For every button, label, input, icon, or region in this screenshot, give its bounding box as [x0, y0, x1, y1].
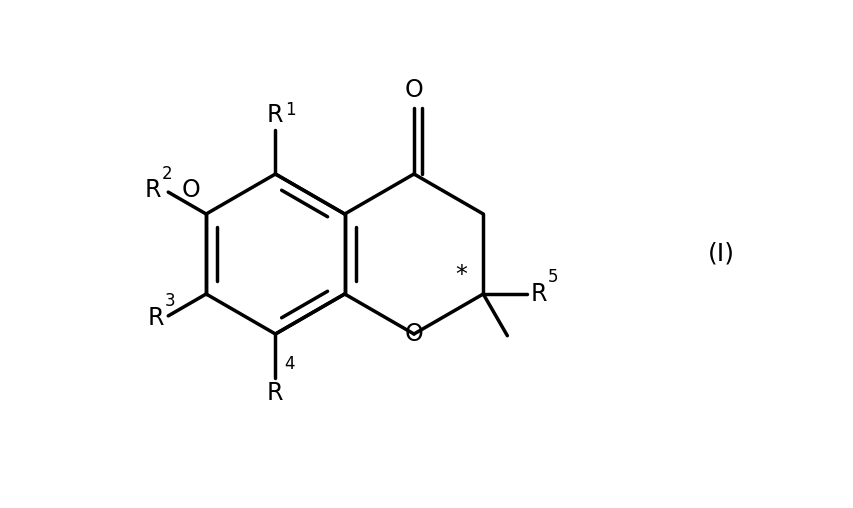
Text: R: R: [267, 381, 283, 405]
Text: (I): (I): [707, 242, 734, 266]
Text: 5: 5: [548, 268, 558, 286]
Text: 3: 3: [165, 292, 175, 310]
Text: R: R: [144, 178, 161, 202]
Text: R: R: [267, 103, 283, 127]
Text: 2: 2: [162, 165, 172, 182]
Text: 1: 1: [284, 101, 295, 119]
Text: 4: 4: [284, 355, 295, 373]
Text: O: O: [404, 322, 423, 346]
Text: *: *: [455, 264, 467, 288]
Text: R: R: [530, 282, 546, 306]
Text: R: R: [147, 306, 164, 330]
Text: O: O: [404, 78, 423, 102]
Text: O: O: [181, 178, 200, 202]
